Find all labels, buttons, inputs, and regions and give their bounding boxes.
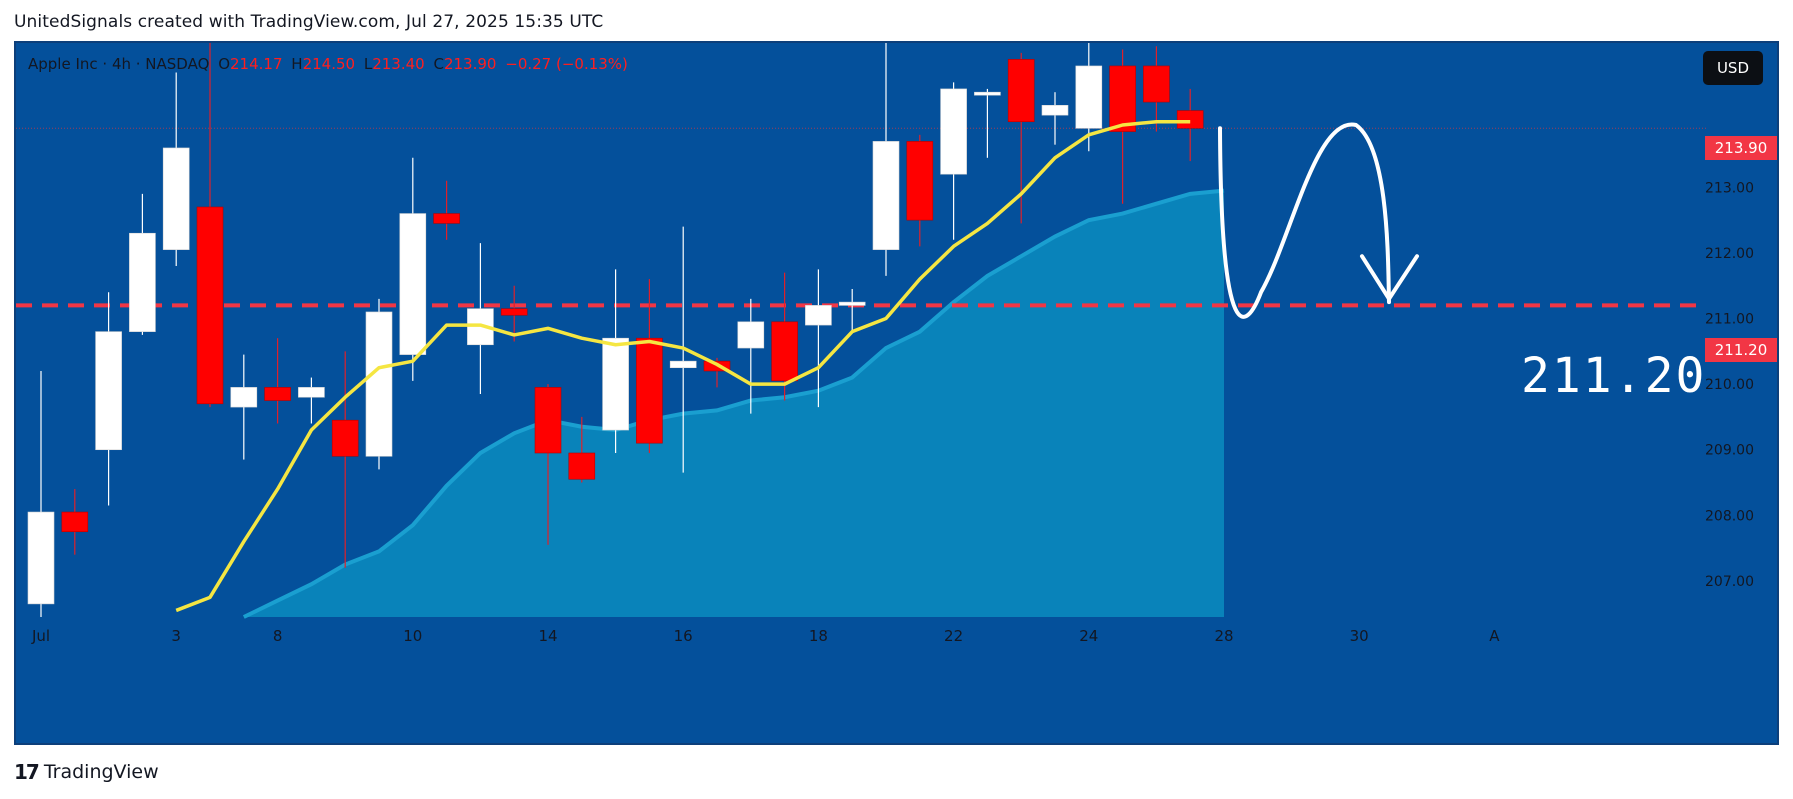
- bearish-candle: [636, 337, 663, 444]
- bullish-candle: [27, 511, 55, 605]
- bullish-candle: [1041, 105, 1069, 116]
- bullish-candle: [230, 387, 258, 408]
- x-tick-label: 24: [1079, 627, 1098, 645]
- ohlc-legend: Apple Inc · 4h · NASDAQ O214.17 H214.50 …: [28, 55, 628, 73]
- tradingview-brand: TradingView: [43, 761, 159, 783]
- legend-open-label: O: [218, 55, 230, 73]
- x-tick-label: 28: [1214, 627, 1233, 645]
- x-tick-label: Jul: [31, 627, 50, 645]
- chart-panel[interactable]: 207.00 208.00 209.00 210.00 211.00 212.00 213.…: [14, 41, 1779, 745]
- x-tick-label: 16: [674, 627, 693, 645]
- area-fill: [243, 190, 1225, 617]
- bearish-candle: [771, 321, 798, 382]
- moving-average-line: [175, 119, 1191, 613]
- x-tick-label: 8: [273, 627, 283, 645]
- tradingview-logo-icon: 17: [14, 760, 40, 784]
- x-tick-label: A: [1489, 627, 1500, 645]
- bullish-candle: [669, 360, 697, 369]
- y-tick-label: 209.00: [1705, 443, 1754, 459]
- x-tick-label: 3: [171, 627, 181, 645]
- legend-symbol: Apple Inc · 4h · NASDAQ: [28, 55, 210, 73]
- projection-wave: [1218, 122, 1391, 319]
- bullish-candle: [129, 232, 156, 332]
- bullish-candle: [298, 387, 325, 398]
- bullish-candle: [162, 147, 190, 250]
- bearish-candle: [433, 213, 460, 224]
- legend-low-label: L: [363, 55, 373, 73]
- legend-low-value: 213.40: [372, 55, 425, 73]
- x-tick-label: 22: [944, 627, 963, 645]
- x-tick-label: 30: [1350, 627, 1369, 645]
- y-tick-label: 210.00: [1705, 377, 1754, 393]
- x-tick-label: 14: [538, 627, 557, 645]
- bearish-candle: [1109, 65, 1136, 132]
- bearish-candle: [1176, 110, 1204, 129]
- bearish-candle: [264, 387, 291, 401]
- target-annotation: 211.20: [1521, 348, 1707, 404]
- bullish-candle: [805, 305, 832, 326]
- bullish-candle: [95, 331, 122, 451]
- y-tick-label: 211.00: [1705, 312, 1754, 328]
- bearish-candle: [906, 141, 934, 221]
- y-tick-label: 208.00: [1705, 508, 1754, 524]
- legend-change: −0.27 (−0.13%): [505, 55, 628, 73]
- bullish-candle: [872, 141, 900, 250]
- bullish-candle: [737, 321, 765, 349]
- bearish-candle: [500, 308, 528, 316]
- bearish-candle: [1143, 65, 1170, 103]
- bearish-candle: [568, 452, 596, 480]
- bearish-candle: [196, 206, 224, 405]
- x-tick-label: 10: [403, 627, 422, 645]
- currency-button[interactable]: USD: [1702, 51, 1763, 85]
- bullish-candle: [399, 213, 427, 355]
- bullish-candle: [602, 337, 629, 431]
- current-price-tag: 213.90: [1705, 136, 1777, 160]
- bullish-candle: [974, 91, 1001, 96]
- legend-high-label: H: [291, 55, 303, 73]
- bullish-candle: [365, 311, 393, 457]
- legend-open-value: 214.17: [230, 55, 283, 73]
- bullish-candle: [838, 301, 866, 306]
- bearish-candle: [61, 511, 89, 533]
- bearish-candle: [331, 419, 359, 457]
- legend-close-label: C: [433, 55, 444, 73]
- bullish-candle: [940, 88, 967, 175]
- chart-credit: UnitedSignals created with TradingView.c…: [14, 12, 604, 32]
- legend-close-value: 213.90: [443, 55, 497, 73]
- legend-high-value: 214.50: [302, 55, 356, 73]
- bearish-candle: [534, 387, 562, 454]
- y-tick-label: 207.00: [1705, 574, 1754, 590]
- target-price-tag: 211.20: [1705, 338, 1777, 362]
- area-line: [242, 188, 1225, 619]
- bearish-candle: [1007, 59, 1035, 123]
- y-tick-label: 212.00: [1705, 246, 1754, 262]
- x-tick-label: 18: [809, 627, 828, 645]
- projection-arrowhead: [1360, 254, 1419, 301]
- price-chart[interactable]: 207.00 208.00 209.00 210.00 211.00 212.00 213.…: [16, 43, 1779, 745]
- bullish-candle: [1075, 65, 1103, 129]
- tradingview-footer[interactable]: 17 TradingView: [14, 760, 159, 784]
- y-tick-label: 213.00: [1705, 180, 1754, 196]
